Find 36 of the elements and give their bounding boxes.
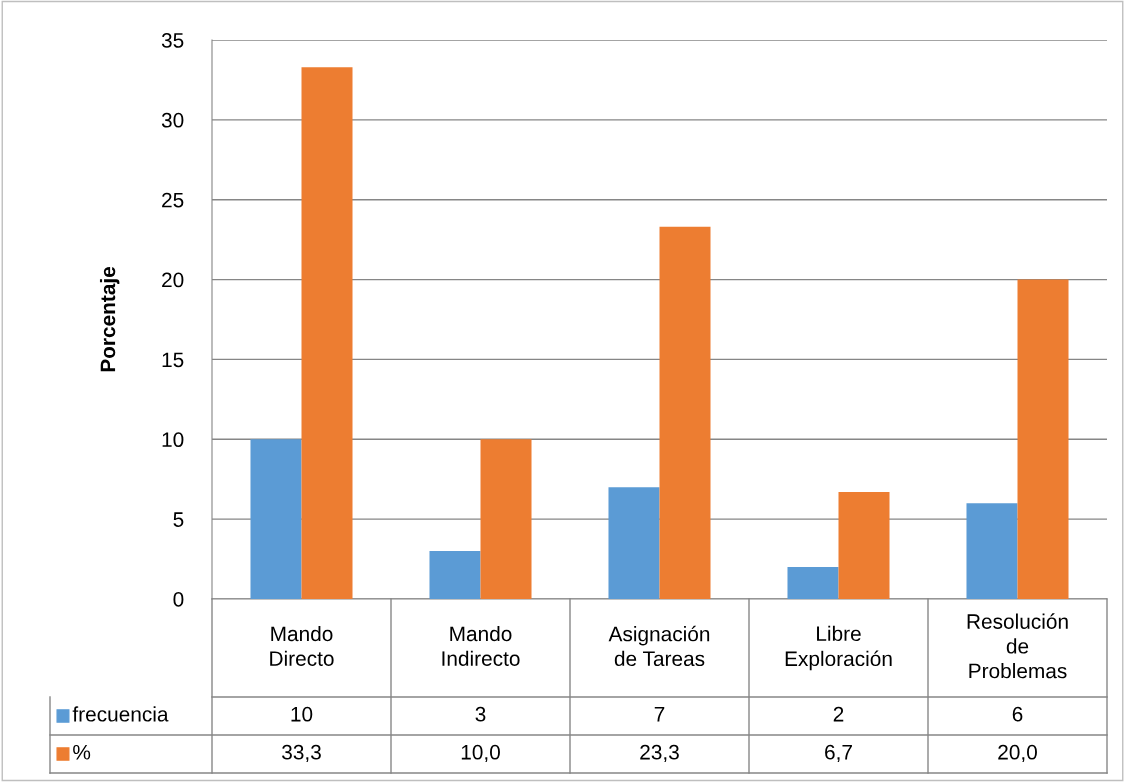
y-axis-title: Porcentaje [99,266,120,372]
data-label: 6,7 [825,744,852,763]
y-tick-label: 20 [162,272,184,288]
legend-label: frecuencia [72,706,169,722]
y-tick-label: 5 [173,512,184,527]
bar [838,491,890,599]
y-tick-label: 10 [162,432,184,448]
bar [608,487,660,599]
x-tick-label: Mando Indirecto [442,625,520,666]
bar [301,67,353,599]
data-label: 33,3 [282,744,321,763]
y-tick-label: 25 [162,192,184,208]
y-tick-label: 35 [161,33,184,48]
data-label: 6 [1012,706,1023,722]
y-tick-label: 15 [162,352,184,368]
y-tick-label: 30 [161,112,184,128]
bar [480,439,532,599]
data-label: 20,0 [998,744,1037,763]
data-label: 7 [654,707,665,722]
y-tick-label: 0 [173,592,184,607]
data-label: 2 [833,706,844,722]
data-label: 10,0 [461,744,500,763]
data-label: 10 [291,706,313,722]
x-tick-label: Libre Exploración [785,625,892,671]
bar [1017,279,1069,599]
bar [659,226,711,599]
data-label: 3 [475,706,486,722]
x-tick-label: Mando Directo [270,625,334,666]
bar [429,551,481,599]
data-label: 23,3 [640,744,679,763]
bar [966,503,1018,599]
bar [250,439,302,599]
x-tick-label: Asignación de Tareas [608,625,710,667]
x-tick-label: Resolución de Problemas [967,613,1068,679]
legend-label: % [73,744,91,760]
bar [787,567,839,599]
